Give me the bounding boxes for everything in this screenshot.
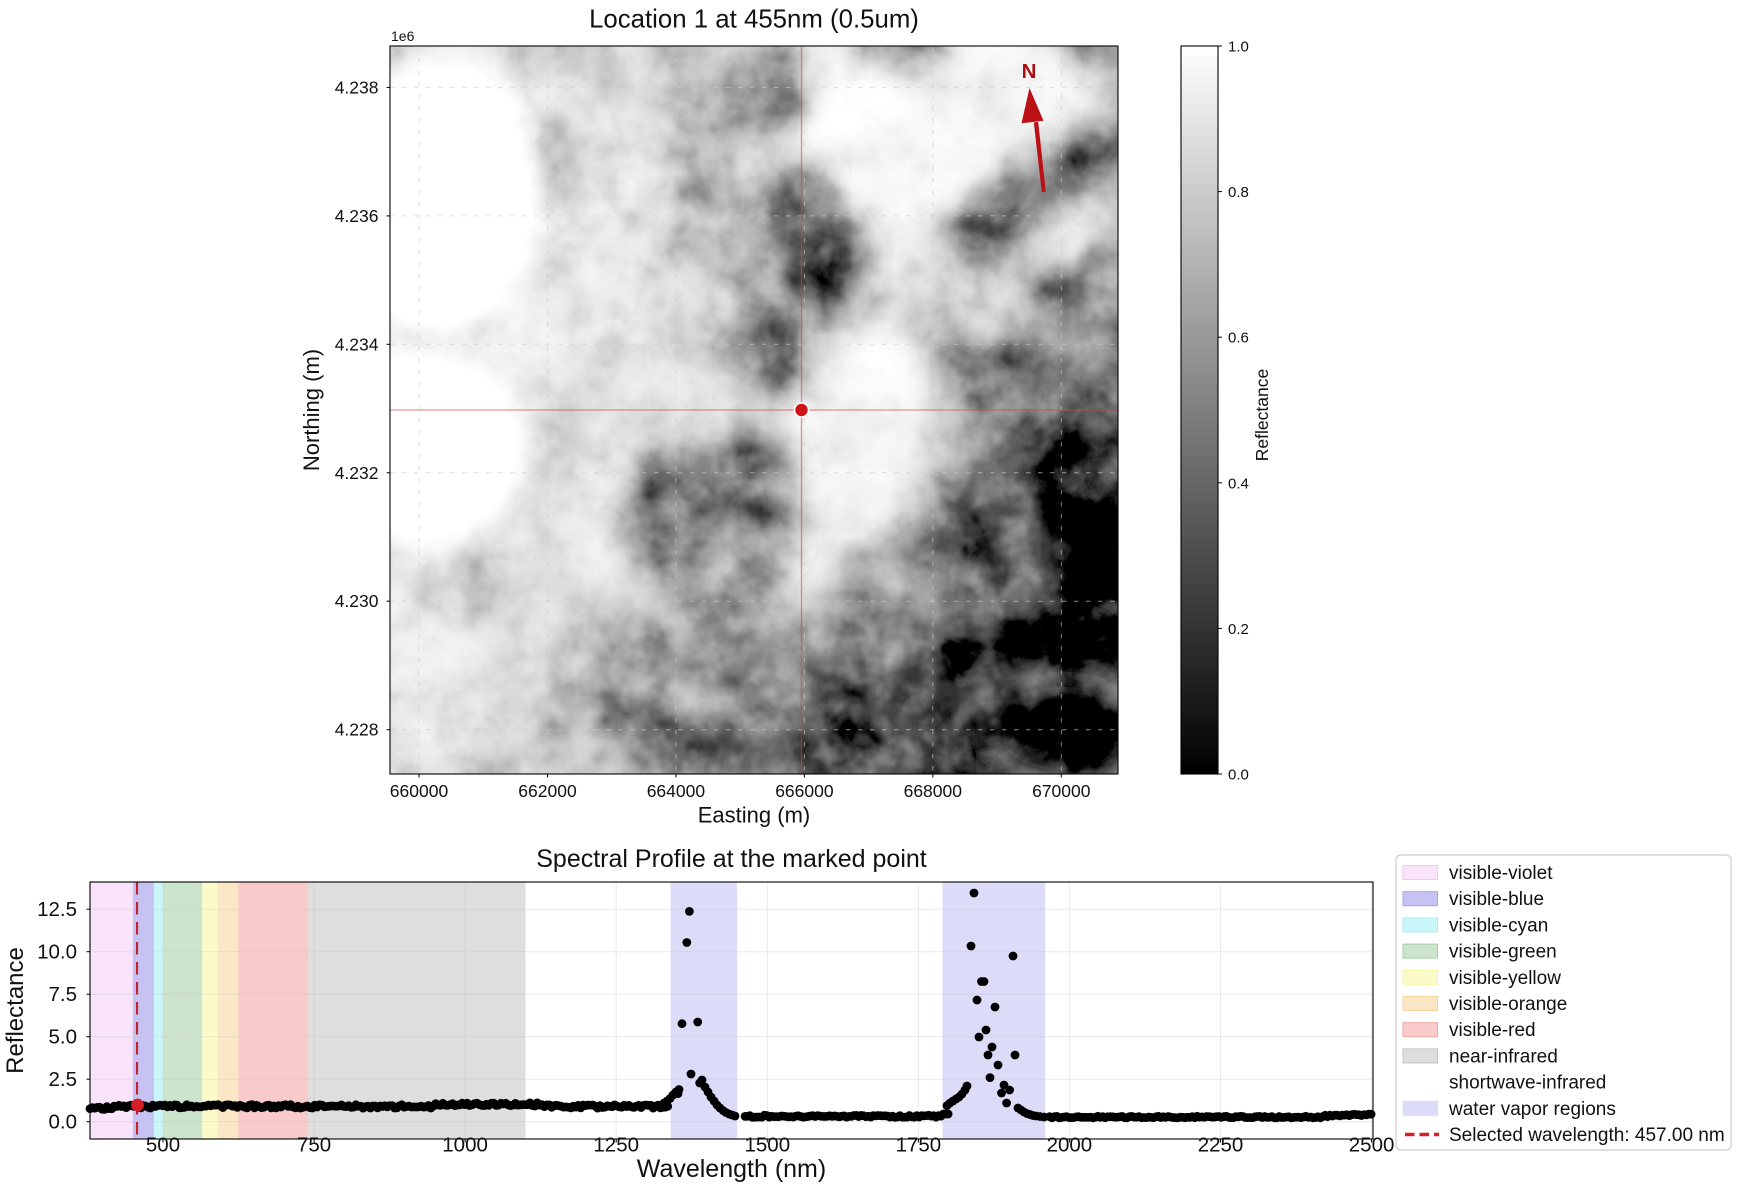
svg-text:4.234: 4.234 xyxy=(335,334,379,354)
svg-text:4.232: 4.232 xyxy=(335,463,379,483)
svg-text:4.230: 4.230 xyxy=(335,591,379,611)
svg-text:Northing (m): Northing (m) xyxy=(299,349,324,471)
svg-text:2250: 2250 xyxy=(1198,1134,1244,1157)
svg-text:Easting (m): Easting (m) xyxy=(698,803,810,828)
svg-text:0.4: 0.4 xyxy=(1228,475,1249,492)
svg-text:water vapor regions: water vapor regions xyxy=(1448,1099,1616,1120)
svg-text:visible-violet: visible-violet xyxy=(1449,863,1553,884)
svg-text:4.228: 4.228 xyxy=(335,720,379,740)
svg-text:1750: 1750 xyxy=(896,1134,942,1157)
svg-text:Reflectance: Reflectance xyxy=(1252,369,1272,461)
svg-text:660000: 660000 xyxy=(390,781,449,801)
svg-text:662000: 662000 xyxy=(518,781,577,801)
svg-text:Location 1 at 455nm (0.5um): Location 1 at 455nm (0.5um) xyxy=(589,6,919,34)
svg-text:5.0: 5.0 xyxy=(49,1026,78,1049)
svg-text:visible-red: visible-red xyxy=(1449,1020,1536,1041)
svg-text:12.5: 12.5 xyxy=(37,898,77,921)
svg-text:670000: 670000 xyxy=(1032,781,1091,801)
svg-text:7.5: 7.5 xyxy=(49,983,78,1006)
svg-text:near-infrared: near-infrared xyxy=(1449,1046,1558,1067)
svg-text:1000: 1000 xyxy=(442,1134,488,1157)
svg-text:0.0: 0.0 xyxy=(1228,767,1249,784)
svg-text:Reflectance: Reflectance xyxy=(2,947,29,1074)
svg-text:664000: 664000 xyxy=(647,781,706,801)
svg-text:666000: 666000 xyxy=(775,781,834,801)
svg-text:1250: 1250 xyxy=(593,1134,639,1157)
svg-text:Selected wavelength: 457.00 nm: Selected wavelength: 457.00 nm xyxy=(1449,1125,1725,1146)
svg-text:10.0: 10.0 xyxy=(37,941,77,964)
svg-text:N: N xyxy=(1022,60,1037,83)
svg-text:4.238: 4.238 xyxy=(335,77,379,97)
svg-text:2000: 2000 xyxy=(1047,1134,1093,1157)
svg-text:0.6: 0.6 xyxy=(1228,330,1249,347)
svg-text:1500: 1500 xyxy=(744,1134,790,1157)
svg-text:visible-green: visible-green xyxy=(1449,942,1557,963)
svg-text:visible-cyan: visible-cyan xyxy=(1449,915,1548,936)
svg-text:668000: 668000 xyxy=(904,781,963,801)
svg-text:2.5: 2.5 xyxy=(49,1068,78,1091)
svg-text:500: 500 xyxy=(146,1134,180,1157)
svg-text:visible-blue: visible-blue xyxy=(1449,889,1544,910)
svg-text:shortwave-infrared: shortwave-infrared xyxy=(1449,1073,1606,1094)
svg-text:0.8: 0.8 xyxy=(1228,184,1249,201)
svg-text:Wavelength (nm): Wavelength (nm) xyxy=(637,1155,826,1183)
svg-text:visible-yellow: visible-yellow xyxy=(1449,968,1561,989)
svg-text:1.0: 1.0 xyxy=(1228,39,1249,56)
svg-text:4.236: 4.236 xyxy=(335,206,379,226)
svg-text:Spectral Profile at the marked: Spectral Profile at the marked point xyxy=(536,845,927,873)
svg-text:1e6: 1e6 xyxy=(391,28,415,44)
svg-text:750: 750 xyxy=(297,1134,331,1157)
svg-text:0.0: 0.0 xyxy=(49,1111,78,1134)
svg-text:visible-orange: visible-orange xyxy=(1449,994,1567,1015)
svg-text:2500: 2500 xyxy=(1349,1134,1395,1157)
svg-text:0.2: 0.2 xyxy=(1228,621,1249,638)
